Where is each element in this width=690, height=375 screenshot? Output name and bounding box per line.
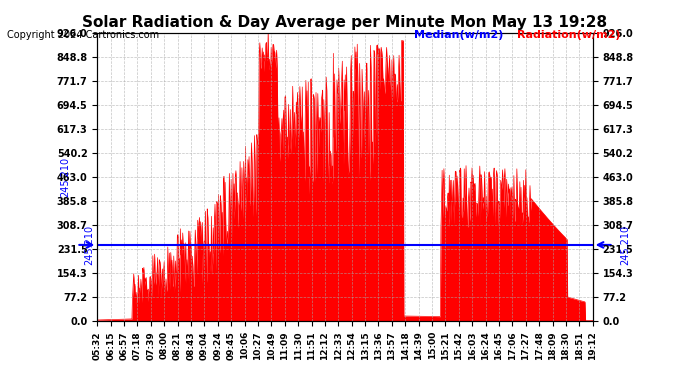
Title: Solar Radiation & Day Average per Minute Mon May 13 19:28: Solar Radiation & Day Average per Minute… xyxy=(82,15,608,30)
Text: Radiation(w/m2): Radiation(w/m2) xyxy=(518,30,621,40)
Text: 245.210: 245.210 xyxy=(84,225,95,265)
Text: Median(w/m2): Median(w/m2) xyxy=(414,30,504,40)
Text: Copyright 2024 Cartronics.com: Copyright 2024 Cartronics.com xyxy=(7,30,159,40)
Text: 245.210: 245.210 xyxy=(620,225,630,265)
Text: 245.210: 245.210 xyxy=(60,157,70,197)
